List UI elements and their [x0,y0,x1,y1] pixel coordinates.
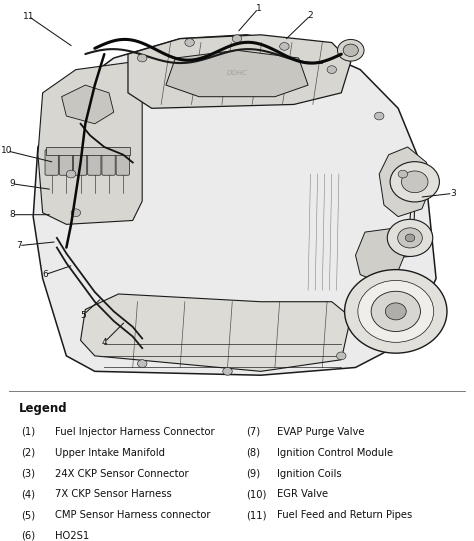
FancyBboxPatch shape [88,150,101,175]
Polygon shape [379,147,431,216]
Circle shape [232,35,242,43]
Polygon shape [33,35,436,375]
Circle shape [66,170,76,178]
Circle shape [398,228,422,248]
Polygon shape [62,85,114,124]
Text: Upper Intake Manifold: Upper Intake Manifold [55,448,164,458]
Circle shape [358,280,434,342]
Text: (8): (8) [246,448,261,458]
Text: 2: 2 [308,11,313,20]
Text: (10): (10) [246,490,267,499]
Polygon shape [128,35,351,108]
Text: 1: 1 [255,4,261,13]
Text: 10: 10 [1,147,13,155]
Text: (2): (2) [21,448,36,458]
Circle shape [374,112,384,120]
Text: (1): (1) [21,427,36,437]
Circle shape [385,303,406,320]
Polygon shape [166,50,308,97]
Text: 7: 7 [16,241,22,250]
Circle shape [337,352,346,360]
Text: EGR Valve: EGR Valve [277,490,328,499]
Text: Fuel Injector Harness Connector: Fuel Injector Harness Connector [55,427,214,437]
Text: 7X CKP Sensor Harness: 7X CKP Sensor Harness [55,490,171,499]
Text: 24X CKP Sensor Connector: 24X CKP Sensor Connector [55,469,188,479]
Text: (7): (7) [246,427,261,437]
Circle shape [280,43,289,50]
Text: (4): (4) [21,490,36,499]
Text: CMP Sensor Harness connector: CMP Sensor Harness connector [55,510,210,520]
FancyBboxPatch shape [73,150,87,175]
Circle shape [223,367,232,375]
Text: (5): (5) [21,510,36,520]
Circle shape [327,66,337,74]
Circle shape [405,234,415,242]
Circle shape [371,291,420,332]
Circle shape [137,360,147,367]
Text: (6): (6) [21,531,36,541]
Text: HO2S1: HO2S1 [55,531,89,541]
Circle shape [185,38,194,47]
Text: (3): (3) [21,469,36,479]
Text: 8: 8 [9,210,15,219]
Text: Ignition Coils: Ignition Coils [277,469,342,479]
FancyBboxPatch shape [46,147,130,155]
Text: EVAP Purge Valve: EVAP Purge Valve [277,427,365,437]
Circle shape [401,171,428,193]
Circle shape [390,162,439,202]
Polygon shape [356,228,408,279]
FancyBboxPatch shape [102,150,115,175]
Text: Legend: Legend [19,403,68,415]
Circle shape [137,54,147,62]
Text: Ignition Control Module: Ignition Control Module [277,448,393,458]
Polygon shape [38,62,142,225]
Circle shape [71,209,81,216]
Circle shape [337,39,364,61]
Text: (11): (11) [246,510,267,520]
Text: (9): (9) [246,469,261,479]
Text: 11: 11 [23,12,34,21]
Polygon shape [81,294,351,371]
Text: 4: 4 [101,338,107,347]
FancyBboxPatch shape [116,150,129,175]
Text: DOHC: DOHC [227,70,247,76]
Text: 6: 6 [42,270,48,279]
Circle shape [398,170,408,178]
Text: 3: 3 [450,189,456,198]
Text: Fuel Feed and Return Pipes: Fuel Feed and Return Pipes [277,510,412,520]
Circle shape [387,219,433,256]
FancyBboxPatch shape [59,150,73,175]
Circle shape [343,44,358,56]
Circle shape [345,269,447,353]
Text: 5: 5 [80,311,86,320]
FancyBboxPatch shape [45,150,58,175]
Text: 9: 9 [9,179,15,188]
